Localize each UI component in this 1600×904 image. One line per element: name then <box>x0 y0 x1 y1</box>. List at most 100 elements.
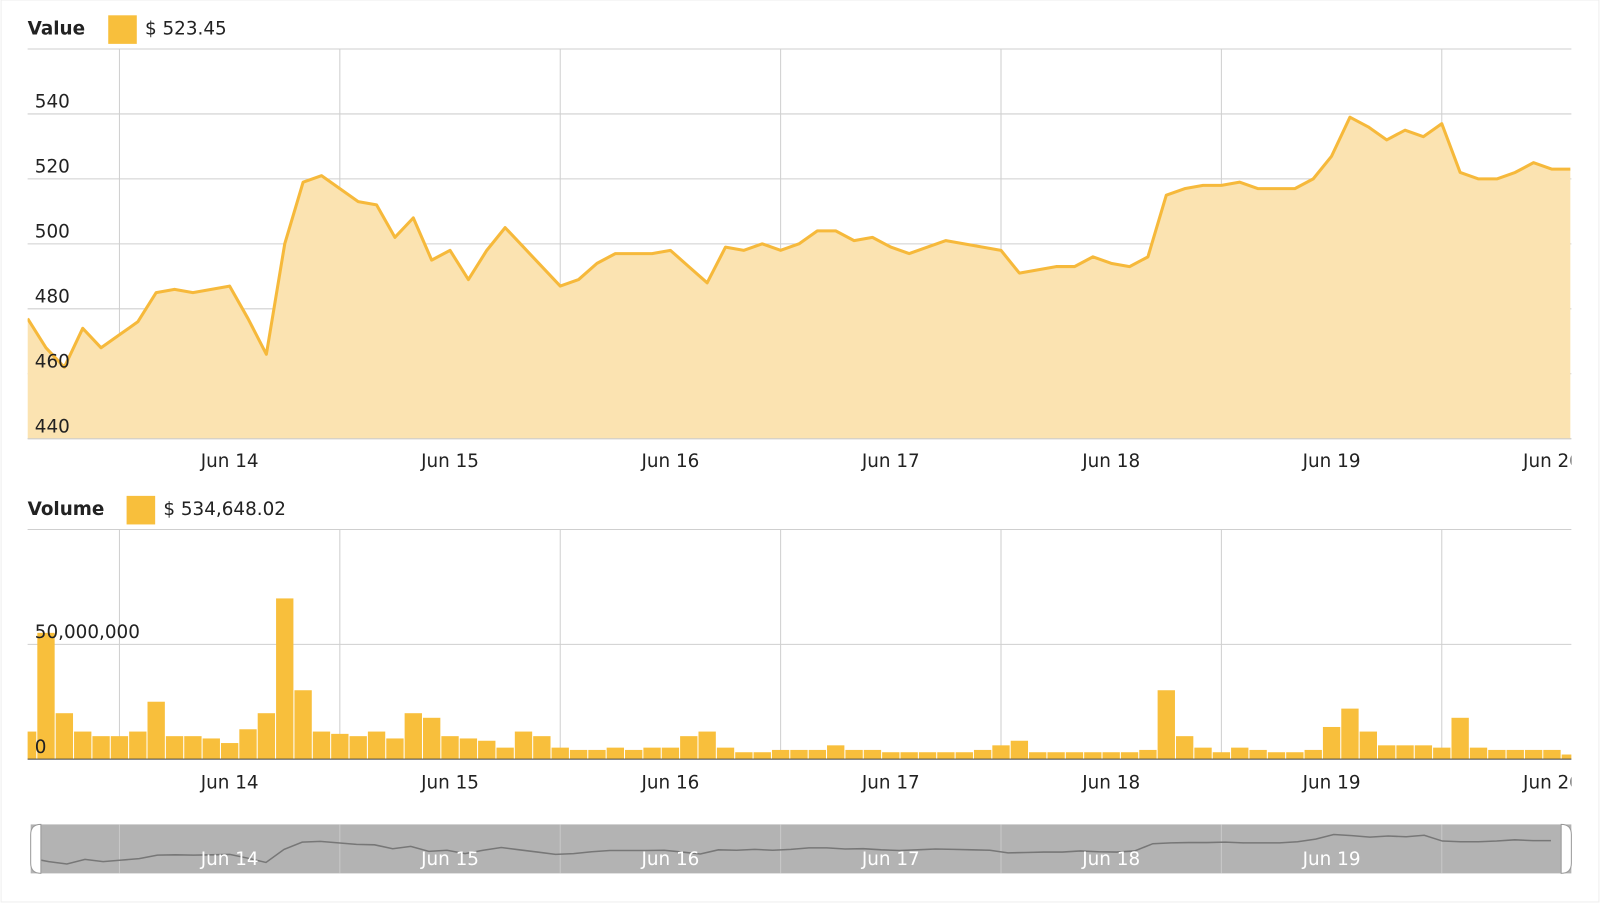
nav-handle[interactable] <box>1560 823 1572 874</box>
x-tick-label: Jun 20 <box>1522 773 1581 794</box>
bar <box>1451 717 1469 760</box>
bar <box>1029 752 1047 760</box>
value-title: Value <box>28 19 85 40</box>
bar <box>92 736 110 760</box>
x-tick-label: Jun 17 <box>861 451 920 472</box>
bar <box>367 731 386 760</box>
bar <box>863 749 882 760</box>
nav-label: Jun 15 <box>420 849 479 870</box>
legend-value: $ 534,648.02 <box>163 499 286 520</box>
bar <box>1414 745 1433 760</box>
nav-line <box>30 833 1551 865</box>
bar <box>716 747 735 760</box>
bar <box>257 713 276 760</box>
bar <box>441 736 459 760</box>
bar <box>1359 731 1377 760</box>
bar <box>55 713 74 760</box>
bar <box>1506 749 1524 760</box>
bar <box>1561 754 1572 760</box>
bar <box>753 752 771 760</box>
y-tick-label: 440 <box>35 417 70 438</box>
bar <box>918 752 937 760</box>
bar <box>735 752 753 760</box>
legend-value: $ 523.45 <box>145 19 227 40</box>
x-tick-label: Jun 19 <box>1302 773 1361 794</box>
bar <box>27 731 37 760</box>
y-tick-label: 500 <box>35 222 70 243</box>
y-tick-label: 50,000,000 <box>35 622 140 643</box>
nav-handle[interactable] <box>30 823 42 874</box>
bar <box>1267 752 1286 760</box>
x-tick-label: Jun 15 <box>420 451 479 472</box>
legend-swatch <box>108 15 137 44</box>
x-tick-label: Jun 17 <box>861 773 920 794</box>
bar <box>312 731 331 760</box>
bar <box>827 745 845 760</box>
bar <box>1194 747 1212 760</box>
bar <box>74 731 92 760</box>
y-tick-label: 0 <box>35 737 47 758</box>
bar <box>643 747 661 760</box>
x-tick-label: Jun 15 <box>420 773 479 794</box>
x-tick-label: Jun 20 <box>1522 451 1581 472</box>
bar <box>37 632 55 760</box>
y-tick-label: 460 <box>35 352 70 373</box>
nav-label: Jun 14 <box>200 849 259 870</box>
bar <box>661 747 680 760</box>
x-tick-label: Jun 14 <box>200 451 259 472</box>
bar <box>459 738 478 760</box>
bar <box>1286 752 1304 760</box>
line <box>27 115 1571 369</box>
bar <box>1396 745 1414 760</box>
bar <box>588 749 606 760</box>
bar <box>1433 747 1451 760</box>
bar <box>422 717 441 760</box>
bar <box>569 749 588 760</box>
bar <box>110 736 129 760</box>
x-tick-label: Jun 14 <box>200 773 259 794</box>
bar <box>882 752 900 760</box>
bar <box>1212 752 1231 760</box>
bar <box>1488 749 1506 760</box>
bar <box>992 745 1010 760</box>
plot <box>27 115 1571 439</box>
bar <box>1120 752 1139 760</box>
bar <box>1139 749 1157 760</box>
bar <box>1543 749 1561 760</box>
bar <box>606 747 624 760</box>
bar <box>1322 726 1341 760</box>
bar <box>845 749 863 760</box>
volume-title: Volume <box>28 499 105 520</box>
bar <box>496 747 514 760</box>
bar <box>1102 752 1120 760</box>
bar <box>276 598 294 760</box>
x-tick-label: Jun 19 <box>1302 451 1361 472</box>
bar <box>955 752 973 760</box>
x-labels: Jun 14 Jun 15 Jun 16 Jun 17 Jun 18 Jun 19 Jun … <box>200 773 1581 794</box>
bar <box>1378 745 1396 760</box>
bar <box>900 752 918 760</box>
y-tick-label: 540 <box>35 92 70 113</box>
bar <box>239 729 257 760</box>
nav-label: Jun 16 <box>640 849 699 870</box>
bar <box>202 738 220 760</box>
x-tick-label: Jun 16 <box>640 773 699 794</box>
x-tick-label: Jun 18 <box>1081 451 1140 472</box>
bar <box>1065 752 1084 760</box>
bar <box>220 743 239 760</box>
bar <box>790 749 808 760</box>
x-tick-label: Jun 18 <box>1081 773 1140 794</box>
bar <box>1010 740 1029 760</box>
x-labels: Jun 14 Jun 15 Jun 16 Jun 17 Jun 18 Jun 19 Jun … <box>200 451 1581 472</box>
navigator[interactable]: Jun 14 Jun 15 Jun 16 Jun 17 Jun 18 Jun 19 <box>30 823 1572 874</box>
bar <box>331 733 349 760</box>
bar <box>808 749 827 760</box>
nav-label: Jun 19 <box>1302 849 1361 870</box>
bar <box>294 690 312 760</box>
bar <box>1047 752 1065 760</box>
bar <box>129 731 147 760</box>
bar <box>349 736 367 760</box>
